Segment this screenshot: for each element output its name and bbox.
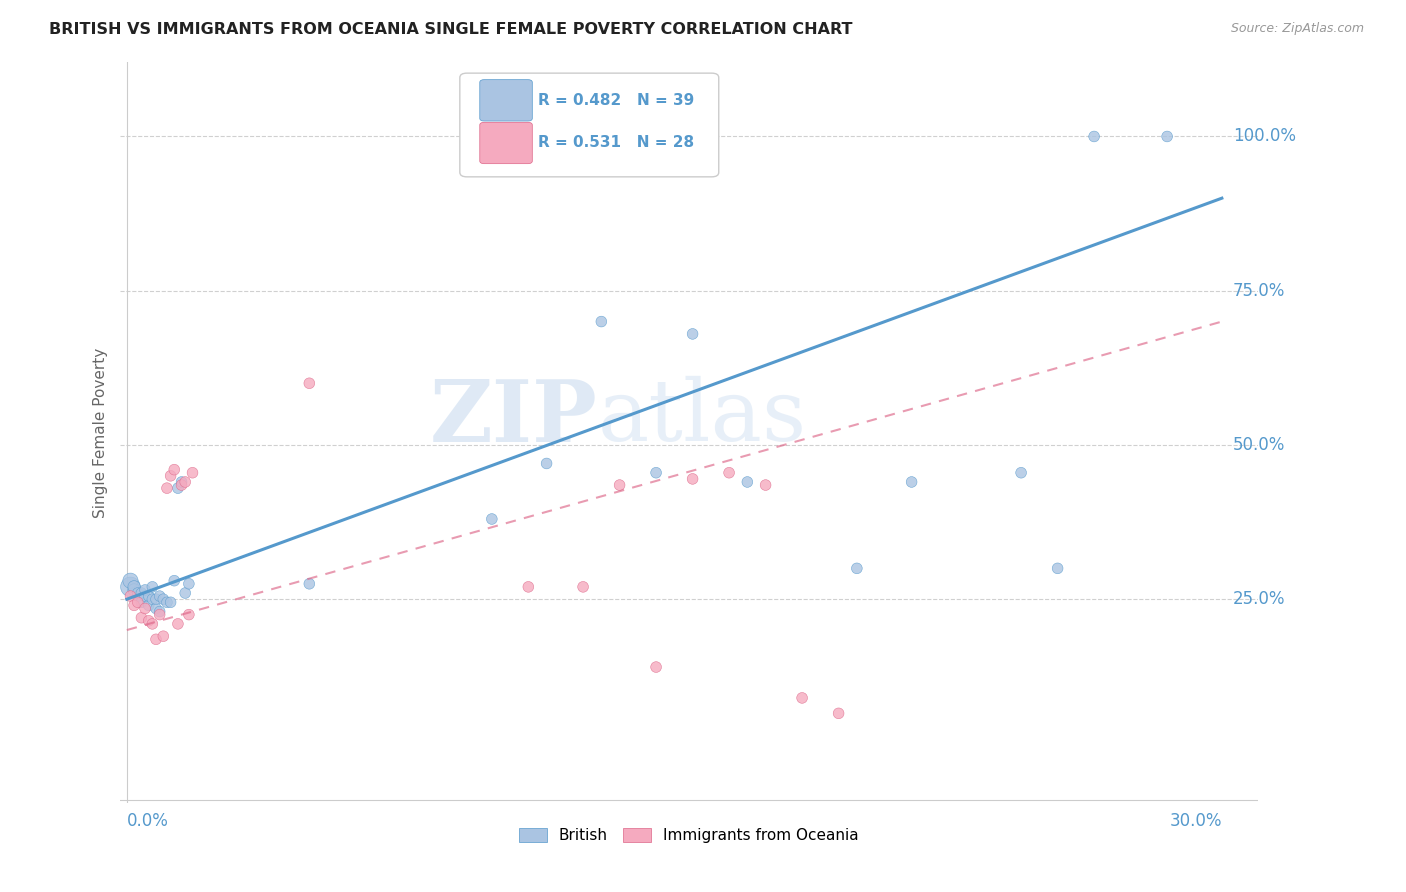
Text: BRITISH VS IMMIGRANTS FROM OCEANIA SINGLE FEMALE POVERTY CORRELATION CHART: BRITISH VS IMMIGRANTS FROM OCEANIA SINGL… bbox=[49, 22, 852, 37]
Point bbox=[131, 586, 153, 600]
Point bbox=[1156, 129, 1178, 144]
Point bbox=[170, 478, 193, 492]
Point bbox=[900, 475, 922, 489]
Point bbox=[1083, 129, 1105, 144]
Point bbox=[298, 576, 321, 591]
Point bbox=[134, 582, 156, 597]
Point bbox=[181, 466, 204, 480]
Point bbox=[145, 592, 167, 607]
Point bbox=[755, 478, 778, 492]
Text: 50.0%: 50.0% bbox=[1233, 436, 1285, 454]
Point bbox=[141, 592, 163, 607]
Text: 0.0%: 0.0% bbox=[127, 812, 169, 830]
Point bbox=[517, 580, 540, 594]
Point bbox=[167, 481, 190, 495]
Point bbox=[174, 586, 197, 600]
Point bbox=[141, 580, 163, 594]
Legend: British, Immigrants from Oceania: British, Immigrants from Oceania bbox=[512, 820, 866, 851]
FancyBboxPatch shape bbox=[479, 122, 533, 164]
Point bbox=[138, 599, 160, 613]
Point bbox=[1046, 561, 1069, 575]
Text: Source: ZipAtlas.com: Source: ZipAtlas.com bbox=[1230, 22, 1364, 36]
Point bbox=[572, 580, 595, 594]
Point bbox=[177, 607, 200, 622]
FancyBboxPatch shape bbox=[460, 73, 718, 177]
Text: R = 0.482   N = 39: R = 0.482 N = 39 bbox=[538, 93, 695, 108]
Point bbox=[167, 616, 190, 631]
Text: 25.0%: 25.0% bbox=[1233, 591, 1285, 608]
Point bbox=[127, 589, 149, 603]
Text: 100.0%: 100.0% bbox=[1233, 128, 1296, 145]
Point bbox=[845, 561, 868, 575]
Point bbox=[481, 512, 503, 526]
Point bbox=[645, 466, 668, 480]
Point bbox=[131, 595, 153, 609]
Text: 30.0%: 30.0% bbox=[1170, 812, 1222, 830]
Point bbox=[131, 611, 153, 625]
Y-axis label: Single Female Poverty: Single Female Poverty bbox=[93, 348, 108, 517]
Point bbox=[159, 595, 181, 609]
Point bbox=[134, 601, 156, 615]
Point bbox=[152, 629, 174, 643]
Point bbox=[790, 690, 813, 705]
Point bbox=[122, 599, 145, 613]
Point bbox=[149, 589, 172, 603]
Point bbox=[120, 580, 142, 594]
Point bbox=[149, 605, 172, 619]
Text: ZIP: ZIP bbox=[430, 376, 598, 459]
Point bbox=[737, 475, 759, 489]
Point bbox=[163, 574, 186, 588]
Point bbox=[827, 706, 849, 721]
Point bbox=[1010, 466, 1032, 480]
Point bbox=[682, 472, 704, 486]
Point bbox=[591, 315, 613, 329]
Text: atlas: atlas bbox=[598, 376, 807, 459]
Point bbox=[122, 582, 145, 597]
Point bbox=[138, 589, 160, 603]
Point bbox=[159, 468, 181, 483]
Point bbox=[134, 589, 156, 603]
Point bbox=[145, 632, 167, 647]
Point bbox=[163, 462, 186, 476]
Point bbox=[609, 478, 631, 492]
Point bbox=[120, 574, 142, 588]
Point bbox=[174, 475, 197, 489]
Point bbox=[298, 376, 321, 391]
Text: 75.0%: 75.0% bbox=[1233, 282, 1285, 300]
Point bbox=[177, 576, 200, 591]
Point bbox=[127, 586, 149, 600]
Text: R = 0.531   N = 28: R = 0.531 N = 28 bbox=[538, 136, 695, 151]
FancyBboxPatch shape bbox=[479, 79, 533, 121]
Point bbox=[156, 481, 179, 495]
Point bbox=[682, 326, 704, 341]
Point bbox=[141, 616, 163, 631]
Point bbox=[156, 595, 179, 609]
Point bbox=[149, 607, 172, 622]
Point bbox=[718, 466, 741, 480]
Point bbox=[645, 660, 668, 674]
Point bbox=[536, 457, 558, 471]
Point bbox=[127, 595, 149, 609]
Point bbox=[152, 592, 174, 607]
Point bbox=[138, 614, 160, 628]
Point bbox=[120, 589, 142, 603]
Point bbox=[122, 580, 145, 594]
Point bbox=[170, 475, 193, 489]
Point bbox=[145, 601, 167, 615]
